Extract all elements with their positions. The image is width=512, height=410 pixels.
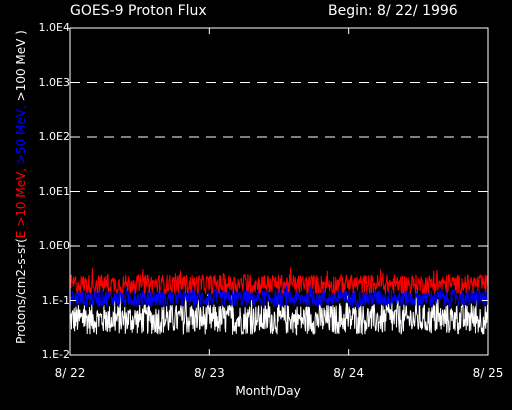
y-axis-label-prefix: Protons/cm2-s-sr( (14, 238, 28, 344)
y-tick-label: 1.E-1 (41, 293, 70, 307)
y-tick-label: 1.E-2 (41, 348, 70, 361)
y-axis-label-series-100mev: >100 MeV ) (14, 30, 28, 102)
y-tick-label: 1.0E0 (38, 239, 70, 252)
y-axis-label-series-10mev: E >10 MeV, (14, 164, 28, 239)
plot-frame (69, 27, 489, 356)
begin-date: Begin: 8/ 22/ 1996 (328, 3, 458, 19)
x-tick-label: 8/ 22 (54, 366, 86, 380)
y-axis-label-series-50mev: >50 MeV, (14, 101, 28, 165)
x-tick-label: 8/ 23 (193, 366, 225, 380)
series-line-0 (69, 292, 489, 337)
y-tick-label: 1.0E4 (38, 21, 70, 34)
x-tick-label: 8/ 24 (333, 366, 365, 380)
x-axis-label: Month/Day (235, 384, 301, 398)
x-tick-label: 8/ 25 (472, 366, 504, 380)
y-axis-label: Protons/cm2-s-sr(E >10 MeV, >50 MeV, >10… (14, 30, 28, 344)
series-line-2 (69, 267, 489, 296)
y-tick-label: 1.0E2 (38, 130, 70, 143)
chart-title: GOES-9 Proton Flux (70, 3, 207, 19)
y-tick-label: 1.0E3 (38, 75, 70, 89)
y-tick-label: 1.0E1 (38, 184, 70, 198)
